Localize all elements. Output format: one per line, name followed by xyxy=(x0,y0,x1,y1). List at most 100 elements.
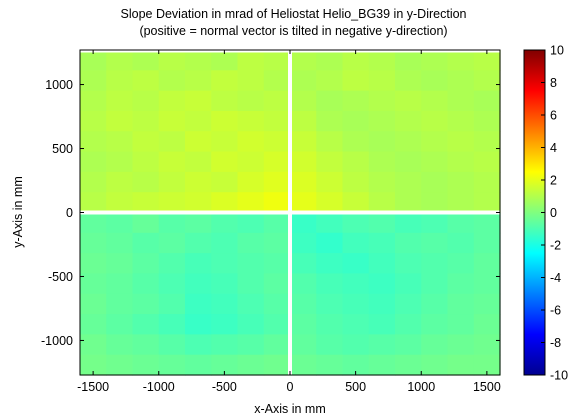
heatmap-cell xyxy=(290,253,317,275)
heatmap-cell xyxy=(421,232,449,254)
heatmap-cell xyxy=(290,354,317,376)
x-tick-label: -1000 xyxy=(143,380,175,394)
heatmap-cells xyxy=(80,50,501,376)
heatmap-cell xyxy=(237,151,265,173)
x-axis-ticks: -1500 -1000 -500 0 500 1000 1500 xyxy=(77,50,501,394)
heatmap-cell xyxy=(342,354,370,376)
heatmap-cell xyxy=(342,293,370,315)
heatmap-cell xyxy=(395,50,422,71)
heatmap-cell xyxy=(237,131,265,153)
heatmap-cell xyxy=(80,354,107,376)
heatmap-cell xyxy=(421,192,449,214)
heatmap-cell xyxy=(80,334,107,356)
heatmap-cell xyxy=(473,131,501,153)
heatmap-cell xyxy=(290,50,317,71)
heatmap-cell xyxy=(237,253,265,275)
heatmap-cell xyxy=(290,110,317,132)
colorbar-tick-label: 2 xyxy=(550,174,557,188)
heatmap-cell xyxy=(447,171,475,193)
colorbar-tick-label: 4 xyxy=(550,141,557,155)
heatmap-cell xyxy=(290,232,317,254)
heatmap-cell xyxy=(185,232,212,254)
heatmap-cell xyxy=(185,354,212,376)
heatmap-cell xyxy=(211,131,239,153)
heatmap-cell xyxy=(80,212,107,234)
heatmap-cell xyxy=(395,212,422,234)
heatmap-cell xyxy=(158,192,186,214)
heatmap-cell xyxy=(237,212,265,234)
heatmap-cell xyxy=(290,151,317,173)
heatmap-cell xyxy=(211,232,239,254)
heatmap-cell xyxy=(473,212,501,234)
heatmap-cell xyxy=(185,293,212,315)
heatmap-cell xyxy=(158,171,186,193)
heatmap-cell xyxy=(342,232,370,254)
heatmap-cell xyxy=(395,314,422,335)
heatmap-cell xyxy=(80,253,107,275)
heatmap-cell xyxy=(395,192,422,214)
heatmap-cell xyxy=(106,354,134,376)
heatmap-cell xyxy=(132,192,160,214)
heatmap-cell xyxy=(158,273,186,295)
heatmap-cell xyxy=(395,131,422,153)
heatmap-cell xyxy=(447,314,475,335)
y-axis-label: y-Axis in mm xyxy=(11,176,25,248)
heatmap-cell xyxy=(211,293,239,315)
heatmap-cell xyxy=(132,273,160,295)
heatmap-cell xyxy=(185,151,212,173)
heatmap-cell xyxy=(106,273,134,295)
heatmap-cell xyxy=(447,232,475,254)
heatmap-cell xyxy=(421,334,449,356)
heatmap-cell xyxy=(132,314,160,335)
heatmap-cell xyxy=(132,293,160,315)
heatmap-cell xyxy=(342,90,370,112)
heatmap-cell xyxy=(237,171,265,193)
x-tick-label: 0 xyxy=(287,380,294,394)
heatmap-cell xyxy=(263,253,291,275)
heatmap-cell xyxy=(316,70,344,92)
heatmap-cell xyxy=(290,70,317,92)
heatmap-cell xyxy=(158,253,186,275)
heatmap-cell xyxy=(395,253,422,275)
heatmap-cell xyxy=(342,334,370,356)
heatmap-cell xyxy=(368,334,396,356)
heatmap-cell xyxy=(237,50,265,71)
heatmap-cell xyxy=(106,151,134,173)
heatmap-cell xyxy=(368,293,396,315)
x-tick-label: 1500 xyxy=(473,380,501,394)
heatmap-cell xyxy=(158,314,186,335)
colorbar-ticks: -10 -8 -6 -4 -2 0 2 4 6 8 10 xyxy=(541,44,568,383)
heatmap-cell xyxy=(80,131,107,153)
heatmap-cell xyxy=(263,232,291,254)
heatmap-cell xyxy=(316,232,344,254)
heatmap-cell xyxy=(473,90,501,112)
colorbar-tick-label: 0 xyxy=(550,206,557,220)
heatmap-cell xyxy=(211,354,239,376)
heatmap-cell xyxy=(368,110,396,132)
heatmap-cell xyxy=(316,212,344,234)
heatmap-cell xyxy=(447,90,475,112)
heatmap-cell xyxy=(473,70,501,92)
x-tick-label: 1000 xyxy=(407,380,435,394)
heatmap-cell xyxy=(106,192,134,214)
heatmap-cell xyxy=(106,110,134,132)
heatmap-cell xyxy=(316,110,344,132)
heatmap-cell xyxy=(447,354,475,376)
heatmap-cell xyxy=(158,90,186,112)
heatmap-cell xyxy=(80,90,107,112)
heatmap-cell xyxy=(395,110,422,132)
heatmap-cell xyxy=(342,171,370,193)
heatmap-cell xyxy=(211,253,239,275)
heatmap-cell xyxy=(395,171,422,193)
heatmap-cell xyxy=(237,354,265,376)
heatmap-cell xyxy=(263,110,291,132)
heatmap-cell xyxy=(185,314,212,335)
heatmap-cell xyxy=(185,70,212,92)
heatmap-cell xyxy=(368,90,396,112)
heatmap-cell xyxy=(395,151,422,173)
heatmap-cell xyxy=(368,354,396,376)
heatmap-cell xyxy=(290,192,317,214)
heatmap-cell xyxy=(342,50,370,71)
heatmap-cell xyxy=(132,354,160,376)
heatmap-cell xyxy=(237,232,265,254)
